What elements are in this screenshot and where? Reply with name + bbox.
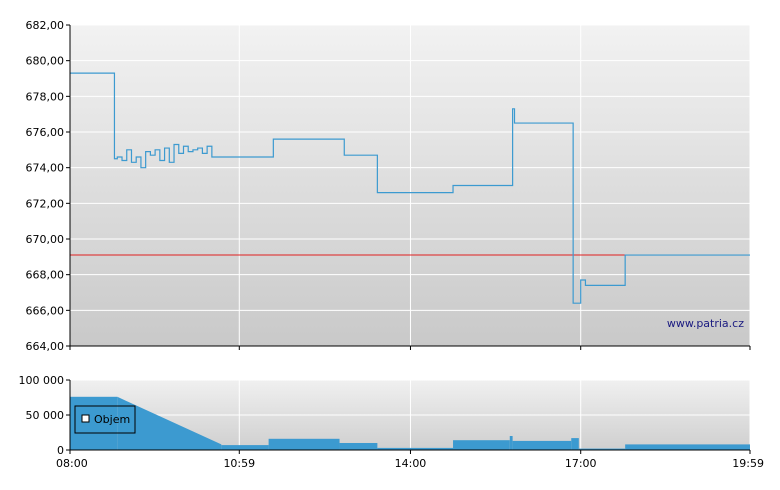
volume-y-axis: 100 000 50 000 0 [19,374,70,457]
price-y-axis: 682,00 680,00 678,00 676,00 674,00 672,00 670,… [26,19,70,353]
watermark: www.patria.cz [667,317,744,330]
x-tick-label: 17:00 [565,457,597,470]
volume-bar [512,440,572,450]
price-y-tick-label: 674,00 [26,162,65,175]
price-y-tick-label: 676,00 [26,126,65,139]
volume-x-axis: 08:00 10:59 14:00 17:00 19:59 [56,450,764,470]
x-tick-label: 08:00 [56,457,88,470]
volume-bar [268,438,340,450]
volume-panel: 100 000 50 000 0 08:00 10:59 14:00 17:00 19:59… [19,374,765,470]
legend: Objem [74,405,136,434]
price-x-ticks [69,346,751,350]
volume-y-tick-label: 0 [57,444,64,457]
volume-bar [221,445,269,450]
volume-bar [117,396,222,450]
price-y-tick-label: 670,00 [26,233,65,246]
price-y-tick-label: 664,00 [26,340,65,353]
price-y-tick-label: 678,00 [26,90,65,103]
volume-bar [339,443,378,450]
price-line [70,72,750,304]
volume-bar [625,444,750,450]
volume-y-tick-label: 50 000 [26,409,65,422]
price-y-tick-label: 682,00 [26,19,65,32]
volume-bar [377,447,454,450]
legend-label: Objem [94,413,130,426]
price-y-tick-label: 666,00 [26,304,65,317]
volume-bar [509,436,513,450]
legend-swatch [81,414,90,423]
legend-box [74,405,136,434]
volume-bar [578,448,626,450]
x-tick-label: 10:59 [223,457,255,470]
price-panel: 682,00 680,00 678,00 676,00 674,00 672,00 670,… [26,19,751,353]
volume-y-tick-label: 100 000 [19,374,65,387]
volume-bar [571,438,579,450]
price-y-tick-label: 672,00 [26,197,65,210]
x-tick-label: 19:59 [732,457,764,470]
price-y-tick-label: 668,00 [26,269,65,282]
price-y-tick-label: 680,00 [26,55,65,68]
volume-bars [70,396,750,450]
volume-bar [453,440,510,450]
x-tick-label: 14:00 [395,457,427,470]
